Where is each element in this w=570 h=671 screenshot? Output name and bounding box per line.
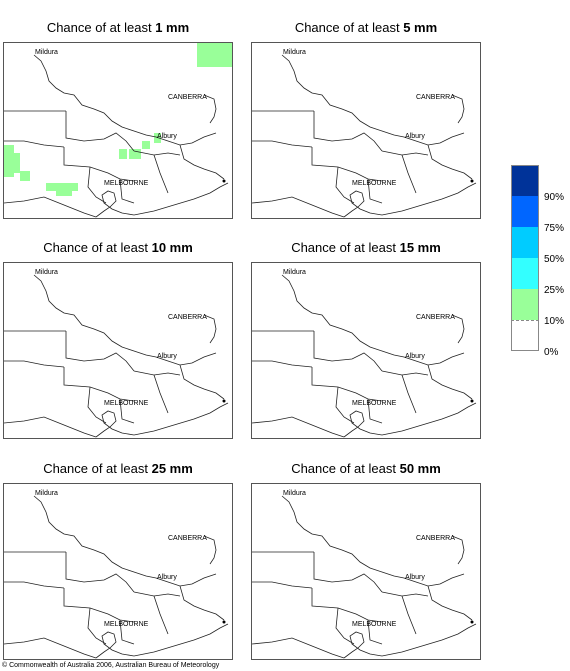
victoria-map: Mildura CANBERRA Albury MELBOURNE: [251, 42, 481, 219]
state-boundaries: [252, 54, 477, 218]
mildura-label: Mildura: [35, 269, 58, 276]
state-boundaries: [4, 54, 229, 218]
victoria-map: Mildura CANBERRA Albury MELBOURNE: [3, 483, 233, 660]
melbourne-label: MELBOURNE: [352, 180, 397, 187]
rain-probability-shading: [4, 43, 232, 196]
panel-title: Chance of at least 25 mm: [43, 461, 193, 476]
state-boundaries: [4, 495, 229, 659]
canberra-label: CANBERRA: [168, 535, 207, 542]
victoria-map: Mildura CANBERRA Albury MELBOURNE: [3, 42, 233, 219]
victoria-map: Mildura CANBERRA Albury MELBOURNE: [3, 262, 233, 439]
mildura-label: Mildura: [35, 490, 58, 497]
mildura-label: Mildura: [35, 49, 58, 56]
legend-label-10: 10%: [544, 316, 565, 327]
legend-swatch-75: [511, 196, 539, 227]
melbourne-label: MELBOURNE: [104, 621, 149, 628]
state-boundaries: [252, 274, 477, 438]
panel-title: Chance of at least 10 mm: [43, 240, 193, 255]
albury-label: Albury: [405, 133, 425, 140]
panel-title: Chance of at least 1 mm: [46, 20, 190, 35]
melbourne-label: MELBOURNE: [352, 400, 397, 407]
panel-title: Chance of at least 15 mm: [291, 240, 441, 255]
legend-swatch-90: [511, 165, 539, 196]
melbourne-label: MELBOURNE: [352, 621, 397, 628]
legend-label-75: 75%: [544, 223, 565, 234]
mildura-label: Mildura: [283, 490, 306, 497]
melbourne-label: MELBOURNE: [104, 400, 149, 407]
legend-swatch-0: [511, 320, 539, 351]
legend-label-25: 25%: [544, 285, 565, 296]
legend-swatch-10: [511, 289, 539, 320]
legend-label-90: 90%: [544, 192, 565, 203]
canberra-label: CANBERRA: [416, 535, 455, 542]
state-boundaries: [252, 495, 477, 659]
victoria-map: Mildura CANBERRA Albury MELBOURNE: [251, 483, 481, 660]
legend-label-50: 50%: [544, 254, 565, 265]
canberra-label: CANBERRA: [168, 314, 207, 321]
albury-label: Albury: [157, 353, 177, 360]
legend-label-0: 0%: [544, 347, 559, 358]
albury-label: Albury: [405, 353, 425, 360]
melbourne-label: MELBOURNE: [104, 180, 149, 187]
albury-label: Albury: [405, 574, 425, 581]
copyright-notice: © Commonwealth of Australia 2006, Austra…: [2, 662, 220, 669]
albury-label: Albury: [157, 133, 177, 140]
canberra-label: CANBERRA: [416, 314, 455, 321]
canberra-label: CANBERRA: [168, 94, 207, 101]
panel-title: Chance of at least 50 mm: [291, 461, 441, 476]
legend-swatch-25: [511, 258, 539, 289]
legend-swatch-50: [511, 227, 539, 258]
panel-title: Chance of at least 5 mm: [294, 20, 438, 35]
victoria-map: Mildura CANBERRA Albury MELBOURNE: [251, 262, 481, 439]
mildura-label: Mildura: [283, 269, 306, 276]
canberra-label: CANBERRA: [416, 94, 455, 101]
albury-label: Albury: [157, 574, 177, 581]
mildura-label: Mildura: [283, 49, 306, 56]
state-boundaries: [4, 274, 229, 438]
